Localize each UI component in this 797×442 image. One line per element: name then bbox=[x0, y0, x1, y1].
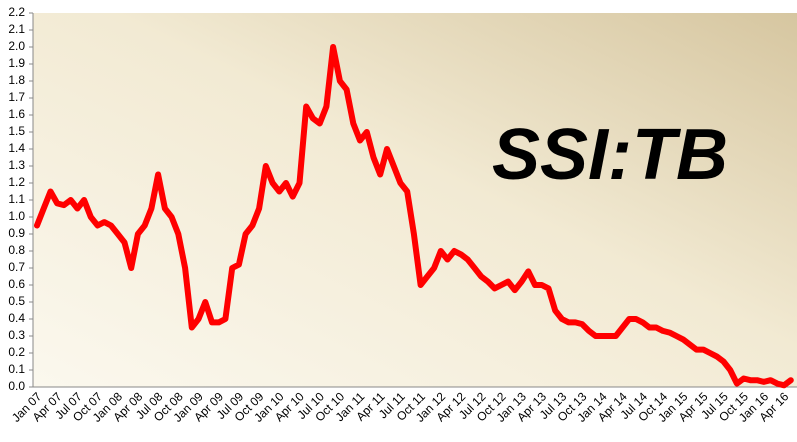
y-tick-label: 1.8 bbox=[8, 73, 25, 87]
y-tick-label: 1.4 bbox=[8, 141, 25, 155]
y-tick-label: 0.6 bbox=[8, 277, 25, 291]
data-line bbox=[34, 44, 794, 389]
y-tick-label: 1.3 bbox=[8, 158, 25, 172]
y-tick-label: 1.5 bbox=[8, 124, 25, 138]
y-tick-label: 1.2 bbox=[8, 175, 25, 189]
y-tick-label: 2.2 bbox=[8, 5, 25, 19]
plot-area bbox=[33, 13, 797, 387]
y-tick-label: 1.6 bbox=[8, 107, 25, 121]
y-tick-label: 0.0 bbox=[8, 379, 25, 393]
y-tick-label: 0.1 bbox=[8, 362, 25, 376]
y-tick-label: 1.7 bbox=[8, 90, 25, 104]
y-tick-label: 2.1 bbox=[8, 22, 25, 36]
annotation: SSI:TB bbox=[492, 115, 728, 195]
y-tick-label: 0.8 bbox=[8, 243, 25, 257]
y-tick-label: 0.4 bbox=[8, 311, 25, 325]
y-tick-label: 1.1 bbox=[8, 192, 25, 206]
y-tick-label: 1.9 bbox=[8, 56, 25, 70]
y-tick-label: 1.0 bbox=[8, 209, 25, 223]
y-tick-label: 0.3 bbox=[8, 328, 25, 342]
y-tick-label: 0.9 bbox=[8, 226, 25, 240]
y-tick-label: 0.5 bbox=[8, 294, 25, 308]
y-tick-label: 0.7 bbox=[8, 260, 25, 274]
y-tick-label: 0.2 bbox=[8, 345, 25, 359]
y-tick-label: 2.0 bbox=[8, 39, 25, 53]
